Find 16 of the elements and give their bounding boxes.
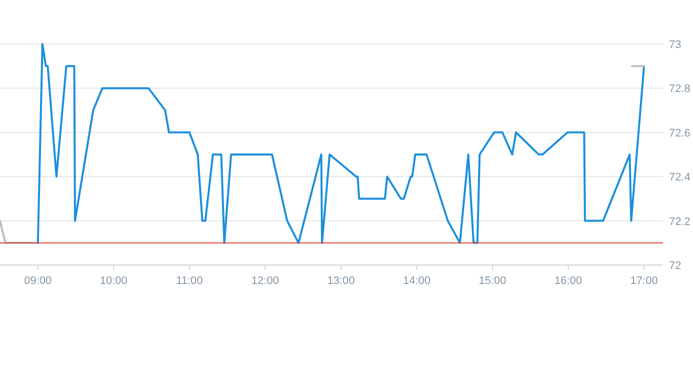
x-tick-label: 15:00 bbox=[478, 275, 506, 287]
x-tick-label: 09:00 bbox=[24, 275, 52, 287]
x-tick-label: 16:00 bbox=[554, 275, 582, 287]
y-tick-label: 73 bbox=[669, 39, 682, 51]
x-tick-label: 14:00 bbox=[402, 275, 431, 287]
x-tick-label: 17:00 bbox=[630, 275, 658, 287]
y-tick-label: 72 bbox=[669, 260, 682, 272]
y-tick-label: 72.4 bbox=[669, 172, 690, 184]
line-series bbox=[36, 43, 646, 244]
x-tick-label: 13:00 bbox=[327, 275, 355, 287]
x-tick-label: 10:00 bbox=[100, 275, 128, 287]
x-tick-label: 12:00 bbox=[251, 275, 279, 287]
x-tick-label: 11:00 bbox=[176, 275, 203, 287]
y-tick-label: 72.2 bbox=[669, 216, 690, 228]
y-tick-label: 72.8 bbox=[669, 83, 690, 96]
y-tick-label: 72.6 bbox=[669, 127, 690, 140]
